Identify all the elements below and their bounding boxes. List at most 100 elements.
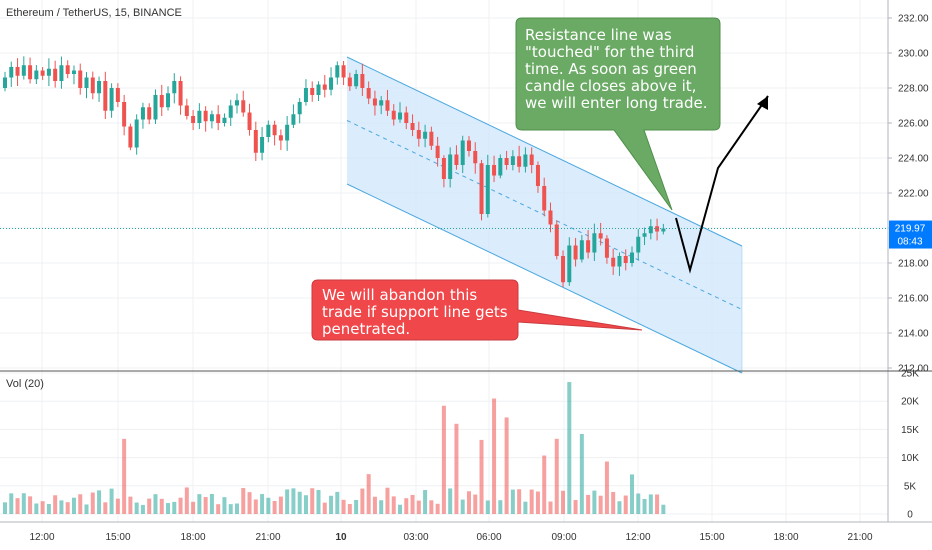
time-tick-label-9: 15:00 (699, 532, 724, 543)
volume-bar-73 (460, 499, 465, 514)
volume-bar-79 (498, 500, 503, 514)
candle-body-24 (153, 95, 158, 120)
volume-bar-64 (404, 498, 409, 514)
volume-tick-label-0: 25K (901, 369, 919, 380)
time-tick-label-3: 21:00 (255, 532, 280, 543)
candle-100 (630, 246, 634, 267)
volume-bar-50 (316, 489, 321, 514)
candle-31 (197, 103, 202, 130)
volume-bar-54 (341, 499, 346, 514)
candle-56 (354, 69, 359, 89)
volume-bar-75 (473, 494, 478, 514)
candle-71 (448, 147, 453, 188)
candle-77 (485, 154, 490, 218)
volume-bar-81 (510, 489, 515, 514)
volume-bar-46 (291, 488, 296, 514)
volume-bar-4 (28, 496, 33, 514)
candle-body-82 (517, 156, 522, 167)
volume-bar-95 (598, 495, 603, 514)
volume-bar-71 (448, 488, 453, 514)
candle-3 (21, 56, 26, 80)
volume-bar-78 (492, 398, 497, 514)
candle-body-4 (28, 65, 33, 80)
volume-bar-62 (391, 496, 396, 514)
candle-62 (391, 104, 396, 126)
candle-body-105 (661, 228, 666, 232)
candle-body-7 (46, 68, 51, 76)
candle-23 (147, 103, 152, 125)
candle-13 (84, 72, 89, 99)
candle-body-72 (454, 154, 459, 165)
time-tick-label-7: 09:00 (551, 532, 576, 543)
candle-body-16 (103, 81, 108, 111)
candle-67 (423, 124, 428, 148)
candle-98 (617, 252, 622, 276)
candle-body-87 (548, 210, 553, 225)
volume-bar-14 (90, 492, 95, 514)
candle-body-33 (209, 114, 214, 122)
candle-1 (9, 61, 14, 87)
volume-bar-45 (285, 489, 290, 514)
candle-body-101 (636, 236, 641, 253)
candle-body-78 (492, 165, 497, 176)
candle-body-44 (278, 135, 283, 141)
candle-83 (523, 147, 528, 173)
volume-bar-70 (441, 405, 446, 514)
volume-bar-58 (366, 474, 371, 514)
candle-55 (347, 72, 352, 91)
candle-50 (316, 81, 321, 101)
volume-bar-35 (222, 497, 227, 514)
candle-body-62 (391, 110, 396, 120)
channel-support-line (346, 183, 743, 374)
candle-body-75 (473, 151, 478, 164)
volume-tick-label-4: 5K (904, 481, 917, 492)
volume-bar-3 (21, 493, 26, 514)
volume-bar-63 (398, 504, 403, 514)
volume-tick-label-2: 15K (901, 425, 919, 436)
candle-91 (573, 237, 578, 267)
candle-41 (260, 127, 265, 161)
candle-body-71 (448, 154, 453, 179)
volume-bar-104 (655, 494, 660, 514)
candle-17 (109, 83, 114, 118)
last-price-label: 219.97 (895, 224, 926, 235)
candle-12 (78, 63, 83, 95)
candle-19 (122, 94, 127, 136)
candle-body-15 (97, 81, 102, 94)
candle-7 (46, 58, 51, 87)
resistance-callout: Resistance line was "touched" for the th… (525, 26, 708, 112)
candle-body-85 (535, 165, 540, 186)
candle-66 (416, 121, 421, 147)
candle-99 (623, 249, 628, 271)
channel-resistance-line (346, 56, 743, 247)
time-tick-label-4: 10 (335, 532, 347, 543)
price-tick-label-4: 224.00 (898, 154, 929, 165)
time-tick-label-5: 03:00 (403, 532, 428, 543)
candle-body-90 (567, 245, 572, 283)
candle-body-46 (291, 114, 296, 125)
forecast-path (675, 95, 769, 274)
price-tick-label-0: 232.00 (898, 14, 929, 25)
time-tick-label-1: 15:00 (105, 532, 130, 543)
candle-body-52 (329, 77, 334, 90)
candle-28 (178, 76, 183, 115)
volume-bar-80 (504, 417, 509, 514)
volume-bar-96 (604, 461, 609, 514)
candle-body-76 (479, 163, 484, 214)
volume-bar-23 (147, 498, 152, 514)
candle-body-41 (260, 137, 265, 153)
candles (3, 56, 666, 288)
candle-105 (661, 223, 666, 235)
candle-body-86 (542, 186, 547, 211)
candle-69 (435, 136, 440, 167)
resistance-callout-bubble (515, 17, 721, 211)
candle-32 (203, 106, 208, 132)
time-tick-label-2: 18:00 (180, 532, 205, 543)
volume-bar-99 (623, 495, 628, 514)
candle-body-68 (429, 131, 434, 146)
candle-body-2 (15, 67, 20, 76)
volume-bar-86 (542, 455, 547, 514)
volume-bar-28 (178, 497, 183, 514)
candle-body-0 (3, 77, 7, 88)
